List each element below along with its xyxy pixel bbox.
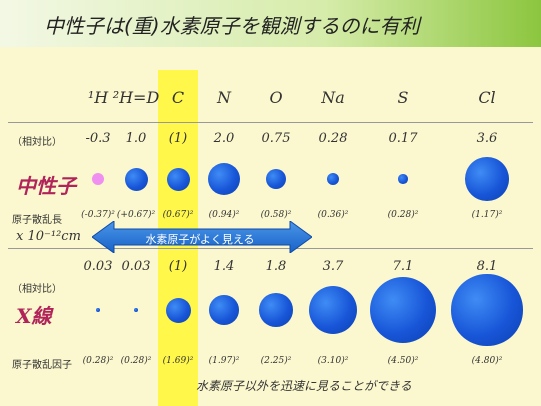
neutron-label: 中性子 [16,174,76,198]
xray-label: X線 [16,304,52,328]
double-arrow [92,221,312,253]
xray-circle [308,285,358,335]
neutron-circle [266,169,286,189]
xray-ratio: 1.4 [213,259,235,274]
xray-circle [165,297,191,323]
xray-ratio: 8.1 [476,259,498,274]
neutron-scattering-length: (0.58)² [260,210,292,220]
xray-circle [451,274,523,346]
neutron-ratio: 0.17 [388,131,418,146]
neutron-circle [91,172,105,186]
xray-circle [259,293,293,327]
arrow-label: 水素原子がよく見える [145,233,255,246]
neutron-scattering-length: (0.36)² [317,210,349,220]
element-label: ¹H [87,88,109,107]
xray-circle [95,307,101,313]
element-label: ²H=D [112,88,160,107]
neutron-ratio: 3.6 [476,131,498,146]
element-label: C [171,88,185,107]
element-label: Na [321,88,345,107]
title-bar [0,0,541,47]
neutron-ratio: 2.0 [213,131,235,146]
xray-ratio-label: （相対比） [12,284,62,295]
neutron-scattering-length: (-0.37)² [81,210,115,220]
xray-scattering-factor: (3.10)² [317,356,349,366]
xray-circle [209,295,239,325]
neutron-scattering-length: (+0.67)² [116,210,156,220]
xray-ratio: 0.03 [83,259,113,274]
neutron-ratio: (1) [168,131,188,146]
xray-scattering-factor: (2.25)² [260,356,292,366]
neutron-scattering-length: (0.28)² [387,210,419,220]
xray-ratio: 7.1 [392,259,414,274]
neutron-scattering-length: (0.67)² [162,210,194,220]
neutron-circle [465,157,509,201]
divider-top [8,122,533,123]
divider-middle [8,248,533,249]
neutron-ratio: -0.3 [85,131,111,146]
xray-ratio: (1) [168,259,188,274]
neutron-ratio-label: （相対比） [12,137,62,148]
neutron-circle [207,162,241,196]
xray-scattering-factor: (4.50)² [387,356,419,366]
xray-circle [133,307,139,313]
xray-ratio: 1.8 [265,259,287,274]
element-label: N [217,88,231,107]
unit-label: x 10⁻¹²cm [16,229,81,244]
xray-scattering-factor: (0.28)² [120,356,152,366]
xray-ratio: 3.7 [322,259,344,274]
neutron-circle [166,167,190,191]
neutron-ratio: 1.0 [125,131,147,146]
neutron-circle [124,167,148,191]
xray-ratio: 0.03 [121,259,151,274]
xray-scattering-factor: (4.80)² [471,356,503,366]
scattering-length-label: 原子散乱長 [12,215,62,226]
neutron-ratio: 0.75 [261,131,291,146]
scattering-factor-label: 原子散乱因子 [12,360,72,371]
neutron-circle [398,174,408,184]
neutron-scattering-length: (1.17)² [471,210,503,220]
element-label: S [397,88,409,107]
element-label: Cl [478,88,496,107]
xray-scattering-factor: (1.69)² [162,356,194,366]
neutron-scattering-length: (0.94)² [208,210,240,220]
neutron-ratio: 0.28 [318,131,348,146]
xray-scattering-factor: (1.97)² [208,356,240,366]
element-label: O [269,88,283,107]
bottom-note: 水素原子以外を迅速に見ることができる [196,379,412,393]
slide-title: 中性子は(重)水素原子を観測するのに有利 [44,14,420,38]
xray-circle [369,276,437,344]
xray-scattering-factor: (0.28)² [82,356,114,366]
neutron-circle [326,172,340,186]
